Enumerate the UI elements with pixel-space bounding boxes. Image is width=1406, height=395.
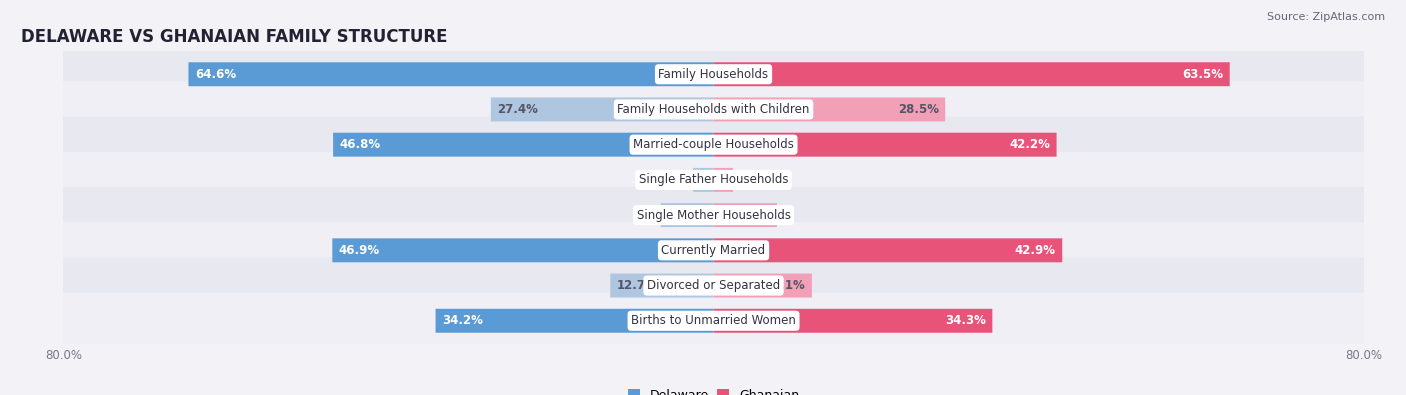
FancyBboxPatch shape [58,187,1369,243]
Text: 12.7%: 12.7% [617,279,658,292]
Text: Single Mother Households: Single Mother Households [637,209,790,222]
FancyBboxPatch shape [713,274,811,297]
FancyBboxPatch shape [58,152,1369,208]
FancyBboxPatch shape [713,238,1063,262]
Text: 2.4%: 2.4% [700,173,730,186]
Text: Single Father Households: Single Father Households [638,173,789,186]
FancyBboxPatch shape [693,168,713,192]
FancyBboxPatch shape [436,309,713,333]
FancyBboxPatch shape [188,62,713,86]
Text: 27.4%: 27.4% [498,103,538,116]
Text: 64.6%: 64.6% [195,68,236,81]
FancyBboxPatch shape [661,203,713,227]
FancyBboxPatch shape [713,203,778,227]
Text: Family Households: Family Households [658,68,769,81]
Text: DELAWARE VS GHANAIAN FAMILY STRUCTURE: DELAWARE VS GHANAIAN FAMILY STRUCTURE [21,28,447,46]
FancyBboxPatch shape [713,309,993,333]
Text: 12.1%: 12.1% [765,279,806,292]
Legend: Delaware, Ghanaian: Delaware, Ghanaian [627,389,800,395]
Text: Source: ZipAtlas.com: Source: ZipAtlas.com [1267,12,1385,22]
FancyBboxPatch shape [58,81,1369,137]
Text: Currently Married: Currently Married [661,244,766,257]
FancyBboxPatch shape [333,133,713,157]
Text: 28.5%: 28.5% [897,103,939,116]
Text: Divorced or Separated: Divorced or Separated [647,279,780,292]
FancyBboxPatch shape [332,238,713,262]
Text: 7.8%: 7.8% [744,209,773,222]
Text: 34.3%: 34.3% [945,314,986,327]
FancyBboxPatch shape [713,98,945,121]
Text: 42.2%: 42.2% [1010,138,1050,151]
Text: 63.5%: 63.5% [1182,68,1223,81]
Text: Married-couple Households: Married-couple Households [633,138,794,151]
FancyBboxPatch shape [58,258,1369,314]
FancyBboxPatch shape [58,117,1369,173]
FancyBboxPatch shape [610,274,713,297]
FancyBboxPatch shape [713,62,1230,86]
FancyBboxPatch shape [58,293,1369,349]
Text: 6.5%: 6.5% [664,209,693,222]
Text: Births to Unmarried Women: Births to Unmarried Women [631,314,796,327]
FancyBboxPatch shape [713,168,733,192]
Text: 42.9%: 42.9% [1015,244,1056,257]
FancyBboxPatch shape [58,46,1369,102]
FancyBboxPatch shape [491,98,713,121]
Text: Family Households with Children: Family Households with Children [617,103,810,116]
Text: 46.9%: 46.9% [339,244,380,257]
FancyBboxPatch shape [713,133,1056,157]
Text: 46.8%: 46.8% [340,138,381,151]
FancyBboxPatch shape [58,222,1369,278]
Text: 2.5%: 2.5% [696,173,727,186]
Text: 34.2%: 34.2% [441,314,482,327]
